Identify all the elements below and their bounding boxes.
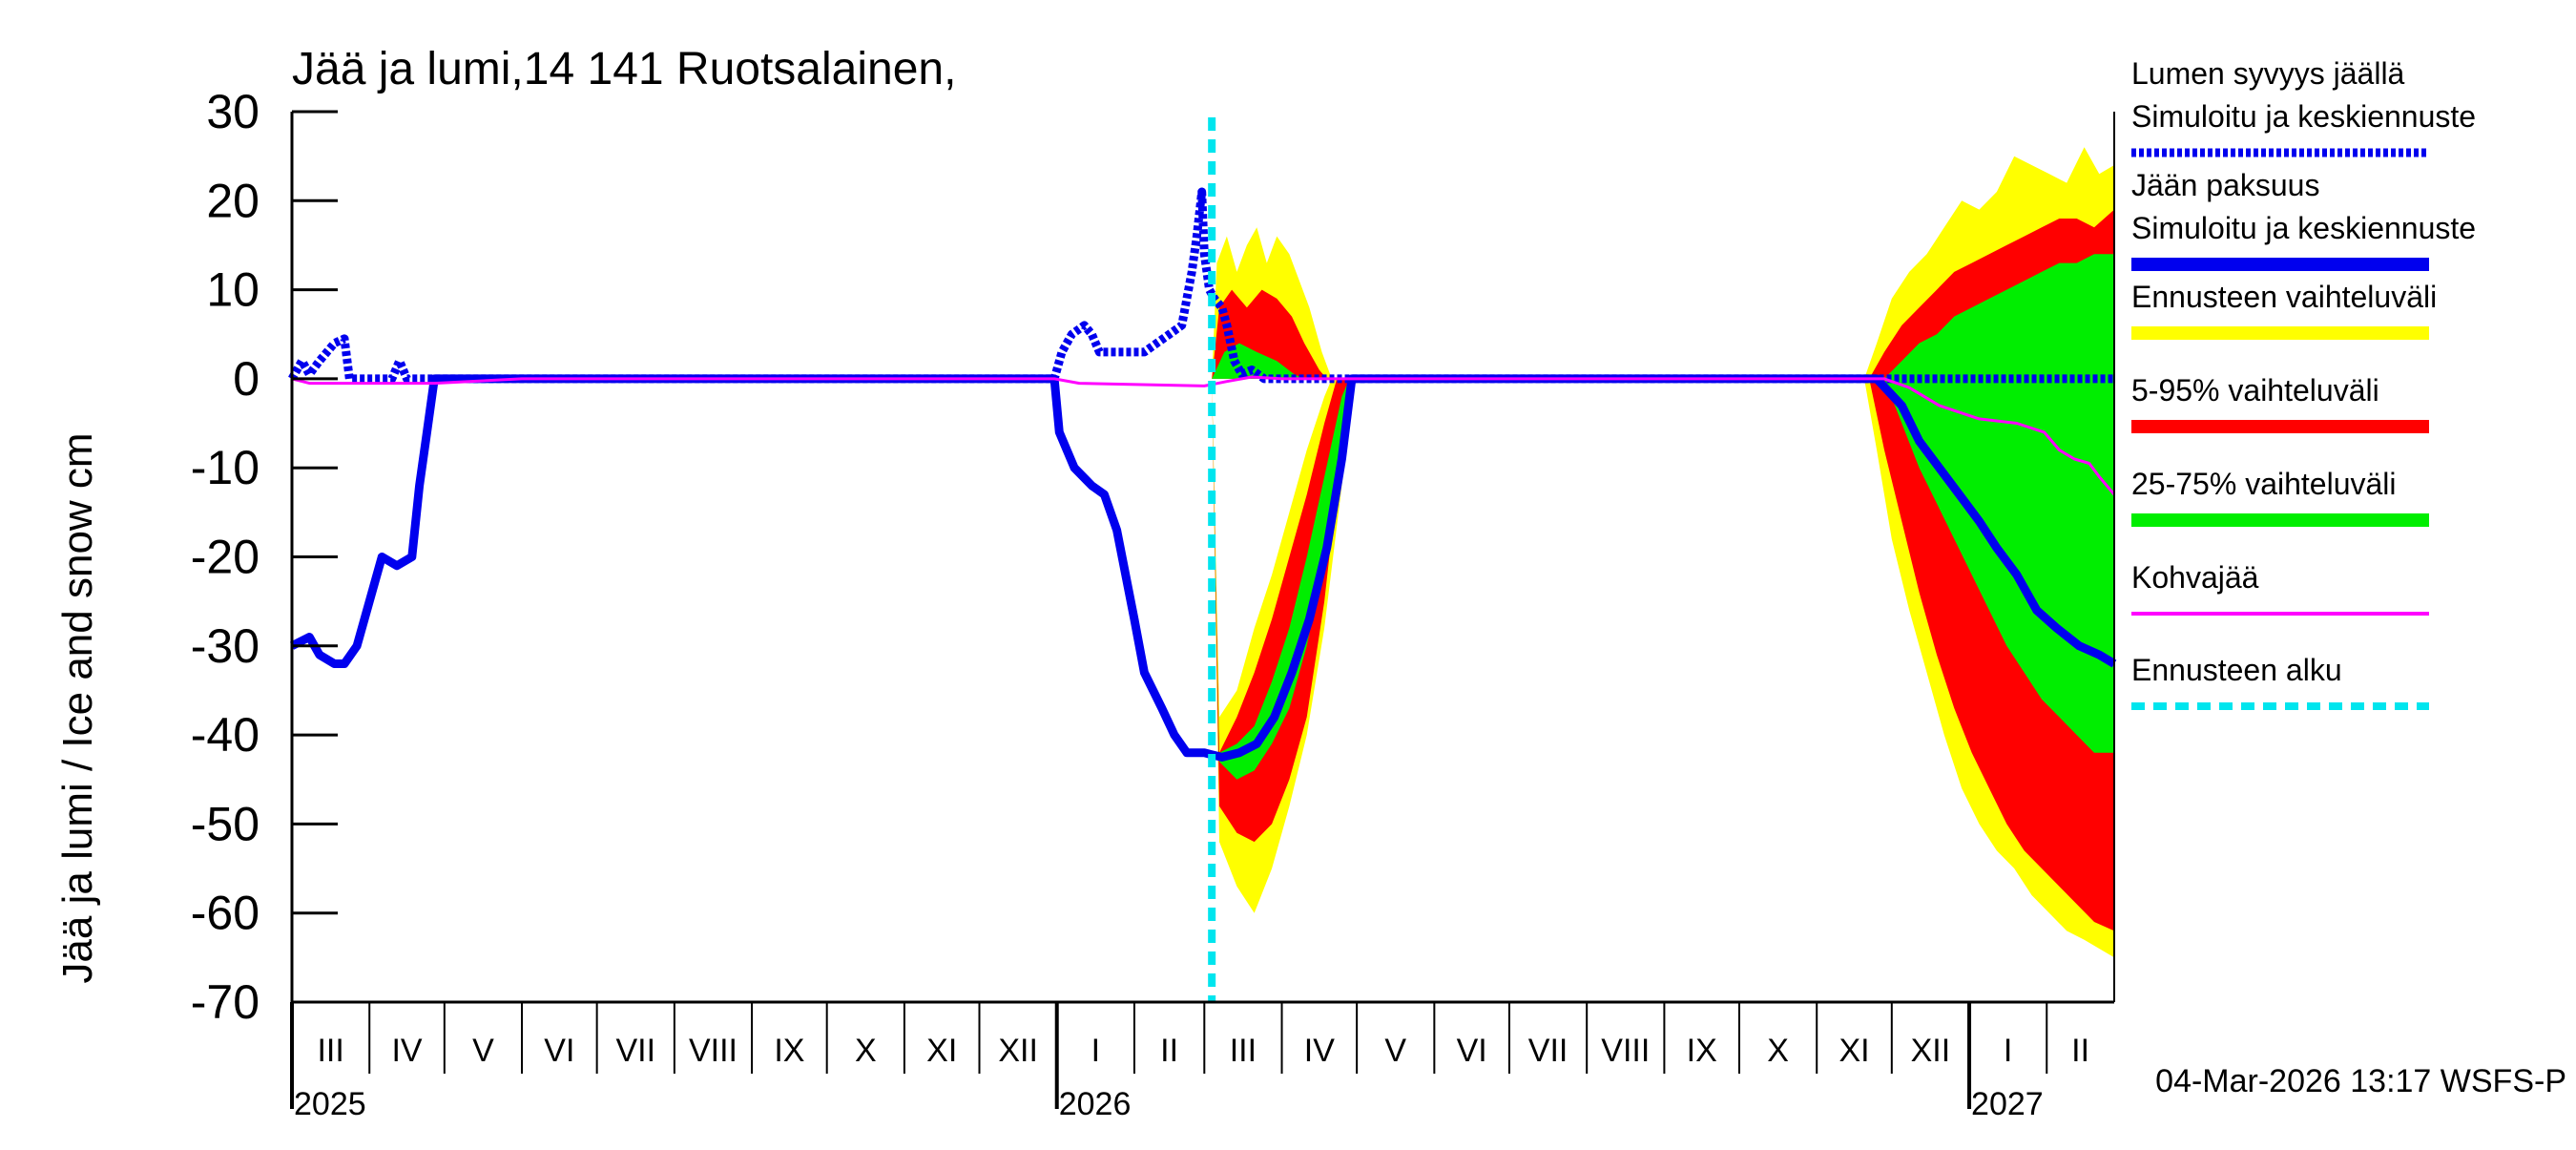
x-month-label: XI [926, 1033, 957, 1069]
x-month-label: III [1230, 1033, 1257, 1069]
x-month-label: V [472, 1033, 494, 1069]
legend-label: Kohvajää [2131, 560, 2259, 595]
legend-heading: Lumen syvyys jäällä [2131, 56, 2405, 91]
y-tick-label: -10 [191, 441, 260, 494]
x-month-label: IX [1687, 1033, 1717, 1069]
x-month-label: XII [1911, 1033, 1951, 1069]
y-tick-label: -30 [191, 619, 260, 673]
legend-label: Ennusteen vaihteluväli [2131, 280, 2437, 314]
y-tick-label: 0 [233, 352, 260, 406]
line-lumen-syvyys-j-ll-simuloitu-ja-keskiennuste [288, 187, 2114, 384]
y-tick-label: -70 [191, 975, 260, 1029]
x-month-label: VII [1528, 1033, 1568, 1069]
y-tick-label: 30 [206, 85, 260, 138]
y-tick-label: -20 [191, 531, 260, 584]
legend-heading: Jään paksuus [2131, 168, 2319, 202]
x-month-label: II [2071, 1033, 2089, 1069]
legend-label: 25-75% vaihteluväli [2131, 467, 2397, 501]
x-month-label: VI [544, 1033, 574, 1069]
x-month-label: VIII [689, 1033, 737, 1069]
line-j-n-paksuus-simuloitu-ja-keskiennuste [289, 374, 2117, 762]
footer-timestamp: 04-Mar-2026 13:17 WSFS-P [2155, 1063, 2566, 1099]
x-month-label: VIII [1601, 1033, 1650, 1069]
x-month-label: IV [391, 1033, 422, 1069]
legend-label: 5-95% vaihteluväli [2131, 373, 2379, 408]
x-month-label: I [1091, 1033, 1100, 1069]
line-kohvaj [291, 375, 2116, 496]
x-month-label: XII [998, 1033, 1038, 1069]
chart-title: Jää ja lumi,14 141 Ruotsalainen, [292, 44, 956, 94]
y-tick-label: 20 [206, 174, 260, 227]
legend-label: Simuloitu ja keskiennuste [2131, 99, 2476, 134]
plot-area [288, 117, 2117, 1002]
x-year-label: 2025 [294, 1086, 366, 1122]
y-tick-label: -60 [191, 887, 260, 940]
x-month-label: II [1160, 1033, 1178, 1069]
x-month-label: IX [774, 1033, 804, 1069]
x-year-label: 2026 [1059, 1086, 1132, 1122]
x-month-label: X [1767, 1033, 1789, 1069]
y-tick-label: 10 [206, 263, 260, 317]
x-month-label: I [2004, 1033, 2012, 1069]
y-tick-label: -40 [191, 708, 260, 762]
x-month-label: X [855, 1033, 877, 1069]
x-month-label: XI [1839, 1033, 1869, 1069]
x-month-label: VII [615, 1033, 655, 1069]
x-month-label: IV [1304, 1033, 1335, 1069]
x-month-label: III [317, 1033, 343, 1069]
x-year-label: 2027 [1971, 1086, 2044, 1122]
x-month-label: VI [1457, 1033, 1487, 1069]
band-5-95-vaihteluv-li [1212, 378, 1355, 843]
x-month-label: V [1384, 1033, 1406, 1069]
y-axis-label: Jää ja lumi / Ice and snow cm [54, 432, 101, 983]
legend: Lumen syvyys jäällä Simuloitu ja keskienn… [2131, 56, 2476, 710]
y-tick-label: -50 [191, 797, 260, 850]
legend-label: Ennusteen alku [2131, 653, 2342, 687]
legend-label: Simuloitu ja keskiennuste [2131, 211, 2476, 245]
